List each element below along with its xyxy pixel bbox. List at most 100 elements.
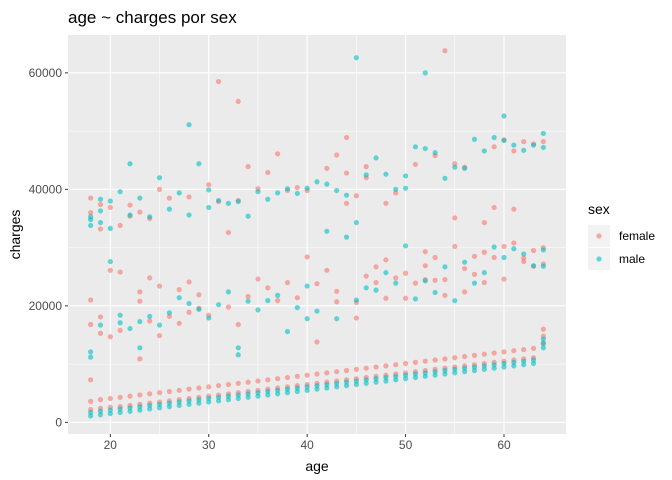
- data-point-female: [462, 265, 468, 272]
- data-point-female: [353, 193, 359, 199]
- data-point-male: [432, 289, 438, 296]
- data-point-male: [471, 280, 478, 286]
- data-point-male: [324, 381, 330, 388]
- data-point-male: [176, 295, 182, 301]
- grid-major: [68, 35, 566, 434]
- data-point-female: [501, 243, 507, 250]
- data-point-male: [491, 134, 497, 141]
- data-point-male: [284, 386, 291, 392]
- data-point-male: [137, 195, 143, 201]
- data-point-female: [275, 151, 281, 157]
- data-point-male: [97, 322, 104, 328]
- data-point-male: [501, 360, 507, 367]
- data-point-male: [215, 394, 222, 400]
- data-point-male: [255, 390, 261, 396]
- data-point-male: [127, 325, 133, 332]
- data-point-male: [225, 393, 232, 399]
- data-point-male: [235, 352, 241, 358]
- data-point-male: [343, 234, 350, 240]
- data-point-male: [402, 185, 409, 191]
- data-point-female: [511, 148, 517, 154]
- data-point-male: [511, 246, 517, 252]
- data-point-male: [206, 315, 212, 321]
- data-point-male: [481, 363, 487, 369]
- data-point-male: [402, 243, 409, 249]
- data-point-female: [481, 351, 487, 357]
- data-point-male: [343, 192, 350, 198]
- data-point-male: [88, 349, 94, 355]
- data-point-male: [540, 340, 546, 346]
- data-point-female: [255, 378, 261, 384]
- data-point-male: [334, 316, 340, 322]
- data-points: [88, 48, 546, 419]
- data-point-male: [166, 310, 172, 316]
- data-point-male: [235, 345, 241, 351]
- data-point-male: [383, 171, 389, 177]
- data-point-male: [88, 214, 94, 220]
- data-point-female: [442, 48, 448, 54]
- data-point-male: [235, 198, 241, 205]
- data-point-male: [353, 297, 359, 303]
- data-point-female: [412, 280, 419, 286]
- data-point-male: [314, 383, 320, 389]
- data-point-female: [294, 185, 300, 191]
- data-point-male: [97, 408, 104, 414]
- data-point-female: [97, 201, 104, 208]
- grid-minor: [68, 35, 566, 434]
- data-point-female: [186, 386, 192, 392]
- data-point-female: [88, 321, 94, 328]
- data-point-female: [481, 249, 487, 255]
- x-axis-title: age: [305, 458, 329, 474]
- data-point-female: [491, 254, 497, 261]
- legend-key-female: [596, 233, 602, 239]
- data-point-male: [166, 206, 172, 212]
- data-point-female: [117, 222, 123, 229]
- data-point-female: [353, 366, 359, 372]
- data-point-male: [294, 190, 300, 197]
- data-point-female: [88, 210, 94, 216]
- data-point-male: [501, 254, 507, 261]
- data-point-female: [176, 387, 182, 393]
- data-point-female: [107, 267, 113, 273]
- x-axis: 20 30 40 50 60: [104, 434, 511, 452]
- data-point-male: [88, 222, 94, 229]
- data-point-female: [521, 138, 527, 145]
- data-point-male: [284, 186, 291, 192]
- data-point-female: [491, 350, 497, 356]
- data-point-male: [393, 186, 399, 192]
- data-point-male: [422, 370, 428, 376]
- data-point-male: [452, 298, 458, 304]
- data-point-male: [471, 364, 478, 370]
- data-point-female: [462, 353, 468, 360]
- y-tick-label: 0: [55, 415, 62, 429]
- data-point-female: [511, 240, 517, 246]
- data-point-male: [117, 406, 123, 412]
- data-point-female: [137, 289, 143, 295]
- data-point-male: [225, 289, 232, 295]
- data-point-male: [245, 391, 251, 397]
- x-tick-label: 40: [300, 438, 314, 452]
- data-point-female: [186, 279, 192, 285]
- data-point-female: [452, 215, 458, 221]
- data-point-female: [540, 326, 546, 332]
- data-point-female: [481, 279, 487, 286]
- legend-title: sex: [588, 201, 610, 217]
- data-point-female: [501, 349, 507, 355]
- x-tick-label: 20: [104, 438, 118, 452]
- data-point-female: [245, 293, 251, 300]
- data-point-female: [88, 195, 94, 201]
- data-point-female: [511, 206, 517, 212]
- data-point-male: [107, 407, 113, 413]
- data-point-male: [265, 196, 271, 202]
- data-point-male: [383, 374, 389, 381]
- data-point-female: [363, 273, 369, 279]
- data-point-female: [166, 388, 172, 395]
- data-point-male: [363, 377, 369, 383]
- data-point-male: [521, 147, 527, 153]
- data-point-male: [402, 372, 409, 378]
- data-point-male: [215, 197, 222, 204]
- data-point-male: [117, 189, 123, 195]
- data-point-male: [186, 398, 192, 404]
- data-point-female: [324, 165, 330, 171]
- data-point-male: [137, 345, 143, 351]
